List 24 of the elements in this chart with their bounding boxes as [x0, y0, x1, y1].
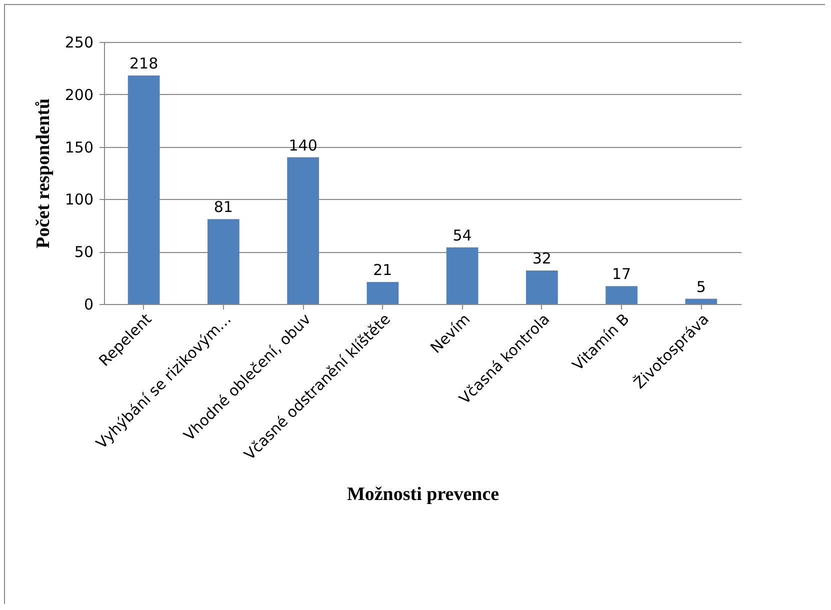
data-label: 32 — [532, 249, 552, 268]
bar — [287, 157, 319, 304]
y-tick-label: 0 — [84, 296, 94, 314]
y-tick-label: 100 — [64, 190, 94, 209]
y-tick-label: 200 — [64, 86, 94, 104]
x-axis-title: Možnosti prevence — [346, 484, 500, 505]
y-tick-label: 50 — [74, 243, 94, 262]
bar — [128, 76, 160, 304]
data-label: 21 — [373, 260, 392, 279]
data-label: 17 — [612, 265, 632, 284]
y-axis-title: Počet respondentů — [32, 98, 54, 249]
bar — [446, 247, 478, 304]
data-label: 81 — [214, 198, 233, 216]
bar — [526, 270, 558, 304]
bar — [208, 219, 240, 304]
data-label: 5 — [696, 278, 706, 296]
y-tick-label: 150 — [64, 138, 94, 156]
data-label: 218 — [129, 54, 158, 73]
bar — [685, 298, 718, 304]
y-tick-label: 250 — [64, 34, 94, 52]
bar — [606, 286, 638, 304]
data-label: 140 — [288, 136, 318, 154]
bar — [366, 282, 399, 304]
data-label: 54 — [452, 226, 472, 244]
